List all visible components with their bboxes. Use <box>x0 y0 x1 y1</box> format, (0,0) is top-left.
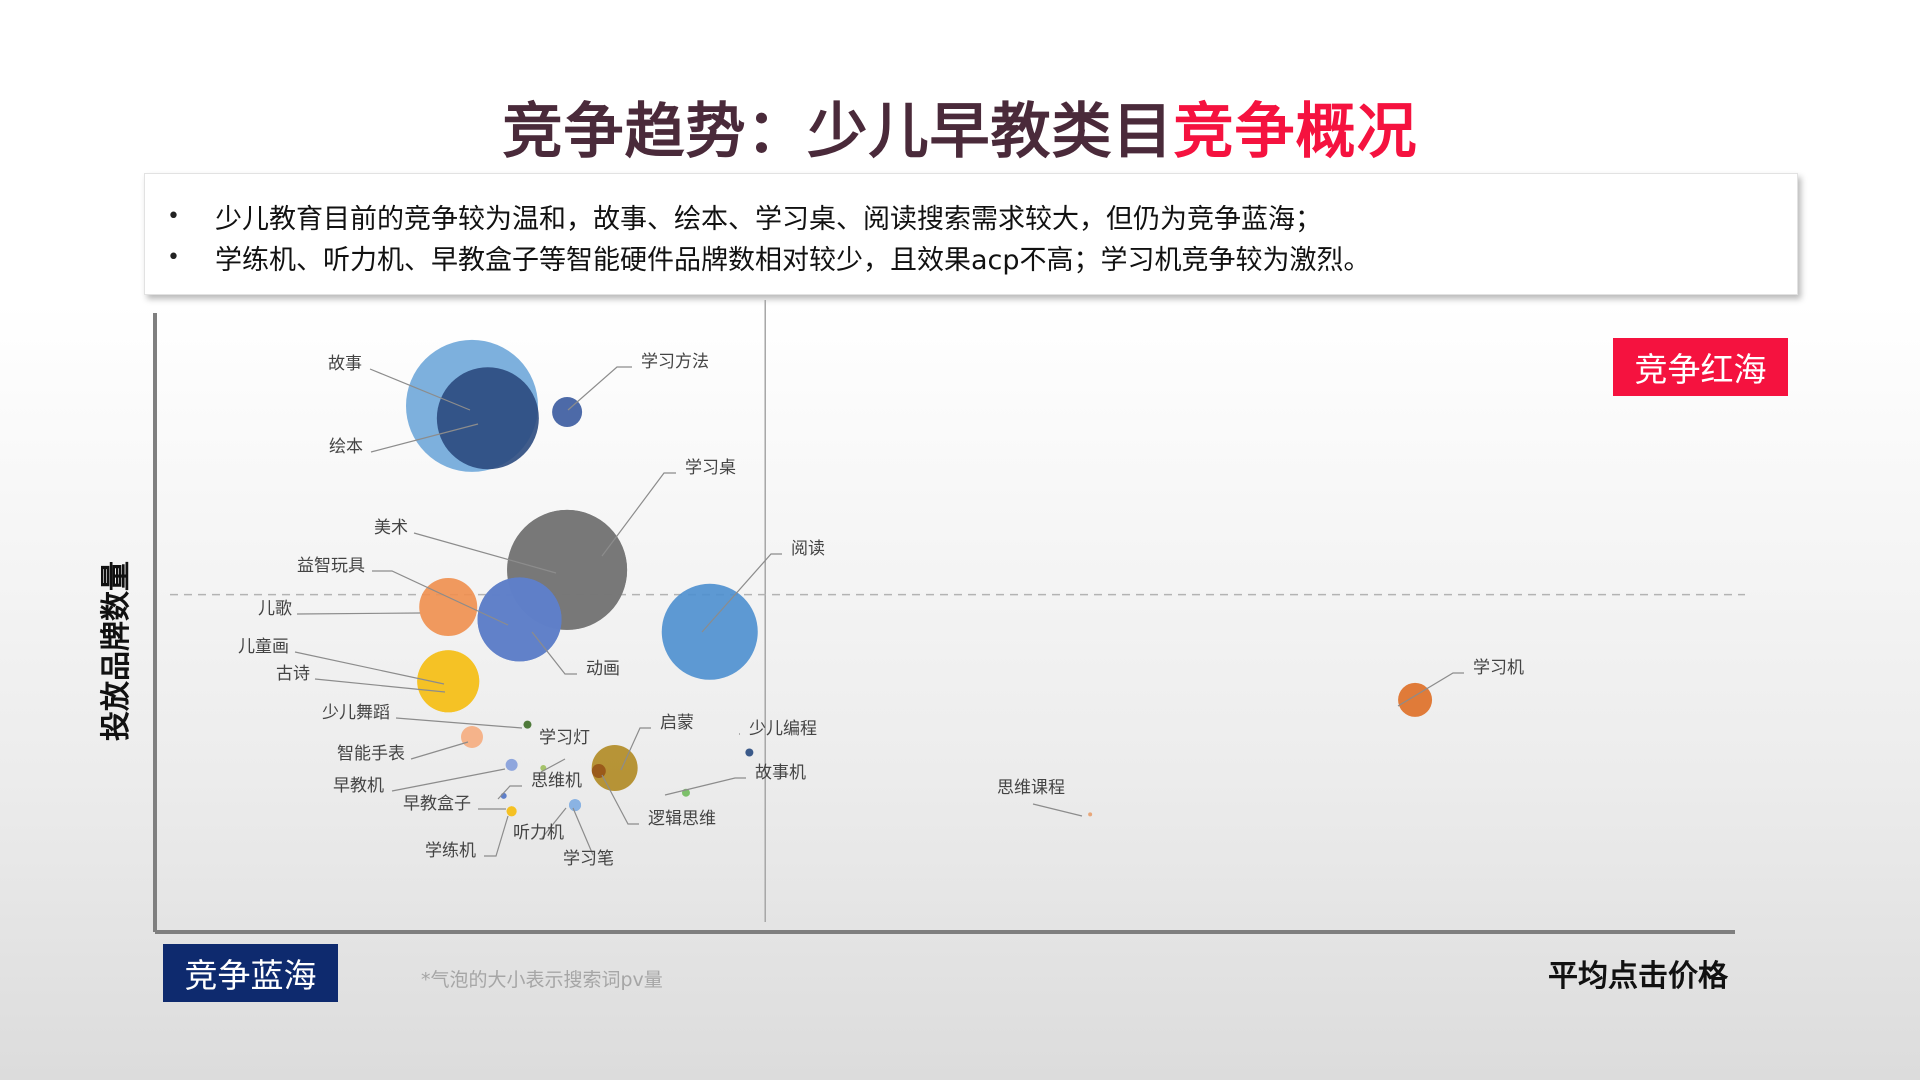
bubble-label-古诗: 古诗 <box>276 664 310 684</box>
leader-儿歌 <box>296 612 421 615</box>
bubble-label-听力机: 听力机 <box>513 823 564 843</box>
leader-思维课程 <box>1032 803 1083 817</box>
x-axis-label: 平均点击价格 <box>1548 959 1728 994</box>
bubble-label-少儿舞蹈: 少儿舞蹈 <box>322 703 390 723</box>
bullet: • <box>167 245 180 270</box>
leader-动画 <box>531 631 577 675</box>
bubble-古诗 <box>417 650 480 713</box>
summary-line-1: • 少儿教育目前的竞争较为温和，故事、绘本、学习桌、阅读搜索需求较大，但仍为竞争… <box>167 196 1797 237</box>
leader-学习方法 <box>567 366 632 411</box>
bubble-label-学练机: 学练机 <box>425 841 476 861</box>
summary-line-2: • 学练机、听力机、早教盒子等智能硬件品牌数相对较少，且效果acp不高；学习机竞… <box>167 237 1797 278</box>
bubble-启蒙 <box>591 744 638 791</box>
bubble-少儿编程 <box>745 748 754 757</box>
bubble-label-儿歌: 儿歌 <box>258 599 292 619</box>
bubble-少儿舞蹈 <box>523 720 532 729</box>
leader-line-layer <box>294 366 1464 857</box>
leader-美术 <box>413 532 557 574</box>
bubble-label-学习灯: 学习灯 <box>539 728 590 748</box>
leader-阅读 <box>701 553 782 633</box>
summary-box: • 少儿教育目前的竞争较为温和，故事、绘本、学习桌、阅读搜索需求较大，但仍为竞争… <box>144 173 1798 295</box>
leader-学习灯 <box>540 758 566 773</box>
leader-绘本 <box>370 423 479 453</box>
leader-学习桌 <box>601 472 676 557</box>
title-main: 竞争趋势：少儿早教类目 <box>502 97 1174 167</box>
bubble-智能手表 <box>461 726 483 749</box>
bubble-size-note: *气泡的大小表示搜索词pv量 <box>421 969 663 991</box>
blue-ocean-badge: 竞争蓝海 <box>163 944 338 1002</box>
bubble-label-早教机: 早教机 <box>333 776 384 796</box>
bubble-label-智能手表: 智能手表 <box>337 744 405 764</box>
bubble-label-逻辑思维: 逻辑思维 <box>648 809 716 829</box>
bubble-label-绘本: 绘本 <box>329 437 363 457</box>
leader-故事机 <box>664 777 746 796</box>
bubble-label-思维课程: 思维课程 <box>997 778 1065 798</box>
quadrant-dividers <box>170 300 1745 922</box>
leader-学习机 <box>1397 672 1464 707</box>
chart-axes <box>153 313 1735 934</box>
leader-故事 <box>369 368 471 411</box>
leader-益智玩具 <box>372 570 509 626</box>
red-ocean-badge: 竞争红海 <box>1613 338 1788 396</box>
leader-听力机 <box>541 807 567 839</box>
bubble-label-学习方法: 学习方法 <box>641 352 709 372</box>
y-axis-label: 投放品牌数量 <box>99 561 134 741</box>
bubble-学练机 <box>506 806 517 817</box>
summary-text-1: 少儿教育目前的竞争较为温和，故事、绘本、学习桌、阅读搜索需求较大，但仍为竞争蓝海… <box>215 204 1322 235</box>
bubble-学习机 <box>1398 682 1433 717</box>
page-title: 竞争趋势：少儿早教类目竞争概况 <box>0 92 1920 172</box>
bubble-label-故事: 故事 <box>328 354 362 374</box>
bubble-label-阅读: 阅读 <box>791 539 825 559</box>
leader-早教机 <box>391 768 506 792</box>
leader-古诗 <box>314 678 446 693</box>
bubble-label-少儿编程: 少儿编程 <box>749 719 817 739</box>
bubble-label-儿童画: 儿童画 <box>238 637 289 657</box>
title-highlight: 竞争概况 <box>1173 97 1418 167</box>
bubble-label-学习笔: 学习笔 <box>563 849 614 869</box>
bubble-阅读 <box>661 583 758 680</box>
bubble-早教机 <box>505 758 518 771</box>
summary-text-2: 学练机、听力机、早教盒子等智能硬件品牌数相对较少，且效果acp不高；学习机竞争较… <box>215 245 1371 276</box>
leader-少儿舞蹈 <box>395 717 523 729</box>
leader-逻辑思维 <box>601 774 639 825</box>
bubble-动画 <box>477 577 562 662</box>
bubble-label-学习机: 学习机 <box>1473 658 1524 678</box>
bullet: • <box>167 204 180 229</box>
bubble-儿歌 <box>419 578 478 637</box>
leader-学练机 <box>484 815 509 857</box>
leader-学习笔 <box>572 807 594 856</box>
bubble-label-启蒙: 启蒙 <box>660 713 694 733</box>
bubble-label-思维机: 思维机 <box>531 771 582 791</box>
leader-启蒙 <box>620 727 651 771</box>
bubble-学习笔 <box>569 799 582 812</box>
bubble-label-早教盒子: 早教盒子 <box>403 794 471 814</box>
bubble-绘本 <box>436 367 539 470</box>
leader-儿童画 <box>294 651 445 685</box>
bubble-逻辑思维 <box>591 764 606 779</box>
bubble-思维课程 <box>1088 812 1093 817</box>
leader-智能手表 <box>410 741 469 760</box>
bubble-label-故事机: 故事机 <box>755 763 806 783</box>
bubble-label-动画: 动画 <box>586 659 620 679</box>
bubble-layer <box>406 339 1433 817</box>
bubble-label-益智玩具: 益智玩具 <box>297 556 365 576</box>
bubble-label-学习桌: 学习桌 <box>685 458 736 478</box>
bubble-label-美术: 美术 <box>374 518 408 538</box>
leader-思维机 <box>497 785 522 800</box>
